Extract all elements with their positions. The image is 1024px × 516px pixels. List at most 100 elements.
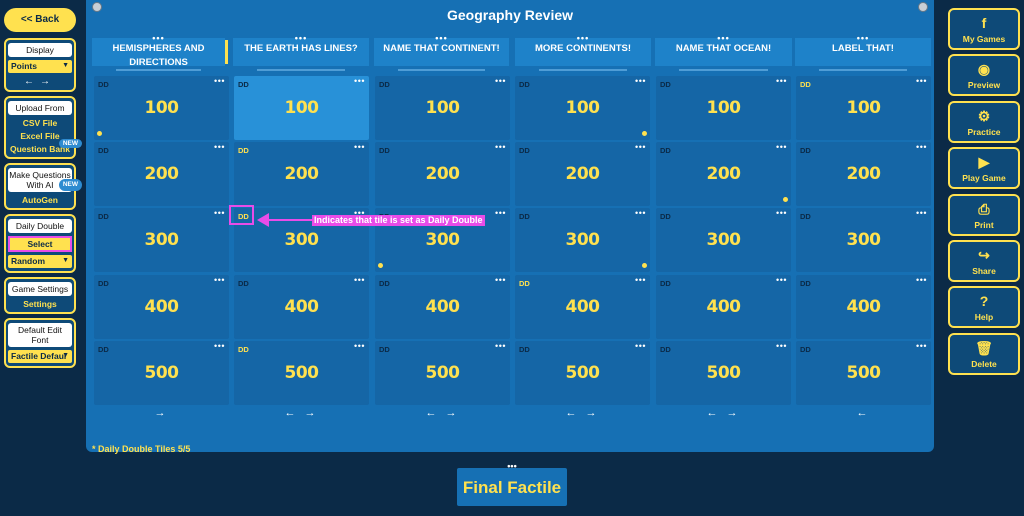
column-move-arrows[interactable]: ← xyxy=(856,407,871,419)
csv-file-link[interactable]: CSV File xyxy=(22,118,58,128)
column-move-arrows[interactable]: ← → xyxy=(565,407,600,419)
column-move-arrows[interactable]: ← → xyxy=(284,407,319,419)
more-options-icon[interactable]: ••• xyxy=(635,208,646,218)
more-options-icon[interactable]: ••• xyxy=(152,33,165,43)
daily-double-toggle[interactable]: DD xyxy=(800,212,811,221)
daily-double-toggle[interactable]: DD xyxy=(98,345,109,354)
question-tile[interactable]: DD ••• 400 xyxy=(656,275,791,339)
column-move-arrows[interactable]: ← → xyxy=(706,407,741,419)
question-tile[interactable]: DD ••• 500 xyxy=(234,341,369,405)
practice-button[interactable]: ⚙ Practice xyxy=(948,100,1020,143)
more-options-icon[interactable]: ••• xyxy=(635,341,646,351)
category-header[interactable]: ••• HEMISPHERES AND DIRECTIONS xyxy=(92,33,225,68)
delete-button[interactable]: 🗑 Delete xyxy=(948,332,1020,375)
more-options-icon[interactable]: ••• xyxy=(354,341,365,351)
question-tile[interactable]: DD ••• 300 xyxy=(656,208,791,272)
question-tile[interactable]: DD ••• 200 xyxy=(796,142,931,206)
daily-double-toggle[interactable]: DD xyxy=(660,146,671,155)
more-options-icon[interactable]: ••• xyxy=(507,461,517,471)
more-options-icon[interactable]: ••• xyxy=(495,341,506,351)
more-options-icon[interactable]: ••• xyxy=(916,341,927,351)
category-header[interactable]: ••• THE EARTH HAS LINES? xyxy=(233,33,369,66)
more-options-icon[interactable]: ••• xyxy=(776,142,787,152)
question-tile[interactable]: DD ••• 200 xyxy=(515,142,650,206)
help-button[interactable]: ? Help xyxy=(948,286,1020,329)
more-options-icon[interactable]: ••• xyxy=(214,275,225,285)
arrow-right-icon[interactable]: → xyxy=(40,76,56,87)
daily-double-toggle[interactable]: DD xyxy=(519,146,530,155)
more-options-icon[interactable]: ••• xyxy=(776,275,787,285)
more-options-icon[interactable]: ••• xyxy=(214,76,225,86)
question-tile[interactable]: DD ••• 500 xyxy=(656,341,791,405)
daily-double-toggle[interactable]: DD xyxy=(98,80,109,89)
category-header[interactable]: ••• MORE CONTINENTS! xyxy=(515,33,651,66)
more-options-icon[interactable]: ••• xyxy=(635,275,646,285)
more-options-icon[interactable]: ••• xyxy=(635,142,646,152)
question-tile[interactable]: DD ••• 200 xyxy=(375,142,510,206)
question-tile[interactable]: DD ••• 100 xyxy=(515,76,650,140)
back-button[interactable]: << Back xyxy=(4,8,76,32)
daily-double-toggle[interactable]: DD xyxy=(660,345,671,354)
question-tile[interactable]: DD ••• 100 xyxy=(656,76,791,140)
daily-double-toggle[interactable]: DD xyxy=(238,345,249,354)
category-header[interactable]: ••• NAME THAT CONTINENT! xyxy=(374,33,509,66)
daily-double-toggle[interactable]: DD xyxy=(98,146,109,155)
question-tile[interactable]: DD ••• 500 xyxy=(375,341,510,405)
category-header[interactable]: ••• LABEL THAT! xyxy=(795,33,931,66)
more-options-icon[interactable]: ••• xyxy=(495,275,506,285)
daily-double-toggle[interactable]: DD xyxy=(98,212,109,221)
column-move-arrows[interactable]: → xyxy=(154,407,169,419)
preview-button[interactable]: ◉ Preview xyxy=(948,54,1020,97)
daily-double-toggle[interactable]: DD xyxy=(238,212,249,221)
more-options-icon[interactable]: ••• xyxy=(354,275,365,285)
more-options-icon[interactable]: ••• xyxy=(916,142,927,152)
my-games-button[interactable]: f My Games xyxy=(948,8,1020,50)
more-options-icon[interactable]: ••• xyxy=(495,208,506,218)
daily-double-toggle[interactable]: DD xyxy=(800,80,811,89)
font-select[interactable]: Factile Defaul ▼ xyxy=(8,350,72,363)
daily-double-select-button[interactable]: Select xyxy=(8,236,72,252)
settings-link[interactable]: Settings xyxy=(23,299,57,309)
daily-double-toggle[interactable]: DD xyxy=(519,212,530,221)
daily-double-mode-select[interactable]: Random ▼ xyxy=(8,255,72,268)
more-options-icon[interactable]: ••• xyxy=(214,208,225,218)
daily-double-toggle[interactable]: DD xyxy=(379,80,390,89)
category-header[interactable]: ••• NAME THAT OCEAN! xyxy=(655,33,792,66)
question-bank-link[interactable]: Question Bank NEW xyxy=(8,139,82,154)
question-tile[interactable]: DD ••• 400 xyxy=(94,275,229,339)
daily-double-toggle[interactable]: DD xyxy=(519,80,530,89)
daily-double-toggle[interactable]: DD xyxy=(98,279,109,288)
daily-double-toggle[interactable]: DD xyxy=(379,345,390,354)
more-options-icon[interactable]: ••• xyxy=(354,142,365,152)
daily-double-toggle[interactable]: DD xyxy=(800,279,811,288)
display-select[interactable]: Points ▼ xyxy=(8,60,72,73)
more-options-icon[interactable]: ••• xyxy=(635,76,646,86)
daily-double-toggle[interactable]: DD xyxy=(519,345,530,354)
more-options-icon[interactable]: ••• xyxy=(435,33,448,43)
more-options-icon[interactable]: ••• xyxy=(495,142,506,152)
play-game-button[interactable]: ▶ Play Game xyxy=(948,147,1020,190)
question-tile[interactable]: DD ••• 100 xyxy=(234,76,369,140)
question-tile[interactable]: DD ••• 400 xyxy=(796,275,931,339)
more-options-icon[interactable]: ••• xyxy=(776,341,787,351)
more-options-icon[interactable]: ••• xyxy=(717,33,730,43)
more-options-icon[interactable]: ••• xyxy=(214,341,225,351)
question-tile[interactable]: DD ••• 100 xyxy=(375,76,510,140)
question-tile[interactable]: DD ••• 100 xyxy=(796,76,931,140)
question-tile[interactable]: DD ••• 500 xyxy=(796,341,931,405)
daily-double-toggle[interactable]: DD xyxy=(800,345,811,354)
daily-double-toggle[interactable]: DD xyxy=(238,146,249,155)
question-tile[interactable]: DD ••• 100 xyxy=(94,76,229,140)
daily-double-toggle[interactable]: DD xyxy=(379,279,390,288)
more-options-icon[interactable]: ••• xyxy=(776,76,787,86)
print-button[interactable]: ⎙ Print xyxy=(948,193,1020,236)
question-tile[interactable]: DD ••• 200 xyxy=(94,142,229,206)
question-tile[interactable]: DD ••• 400 xyxy=(375,275,510,339)
daily-double-toggle[interactable]: DD xyxy=(238,80,249,89)
more-options-icon[interactable]: ••• xyxy=(214,142,225,152)
more-options-icon[interactable]: ••• xyxy=(495,76,506,86)
question-tile[interactable]: DD ••• 500 xyxy=(515,341,650,405)
final-factile-button[interactable]: ••• Final Factile xyxy=(457,461,567,506)
question-tile[interactable]: DD ••• 200 xyxy=(656,142,791,206)
more-options-icon[interactable]: ••• xyxy=(856,33,870,43)
